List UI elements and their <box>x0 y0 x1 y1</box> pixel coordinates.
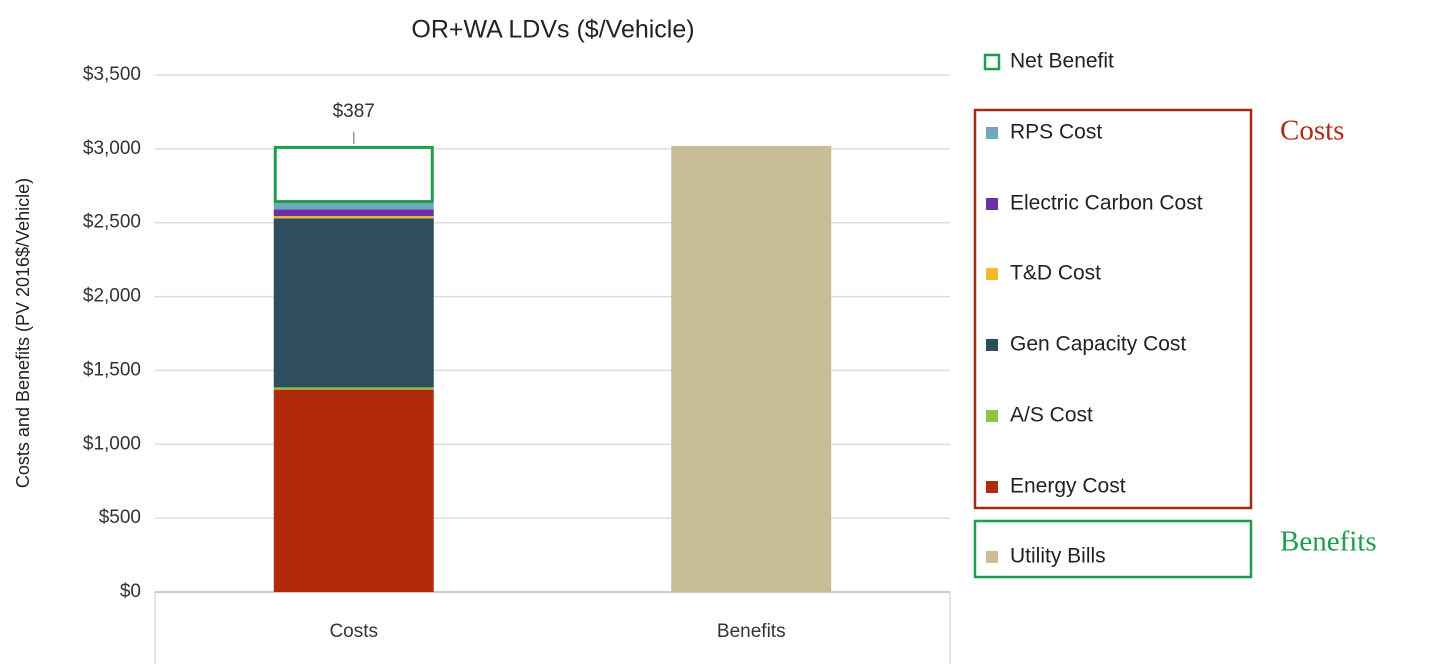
y-tick-label: $3,500 <box>83 64 141 85</box>
legend-label: Net Benefit <box>1010 50 1114 73</box>
bar-segment <box>273 203 434 210</box>
y-tick-label: $1,500 <box>83 359 141 380</box>
bar-segment <box>273 218 434 388</box>
data-label: $387 <box>333 101 375 122</box>
y-tick-label: $3,000 <box>83 138 141 159</box>
chart-title: OR+WA LDVs ($/Vehicle) <box>411 16 694 44</box>
legend-swatch <box>986 551 998 563</box>
legend-label: A/S Cost <box>1010 404 1093 427</box>
legend-swatch <box>986 198 998 210</box>
y-tick-label: $2,000 <box>83 286 141 307</box>
group-label: Costs <box>1280 115 1344 147</box>
legend-label: Electric Carbon Cost <box>1010 192 1203 215</box>
y-tick-label: $500 <box>99 507 141 528</box>
legend-label: RPS Cost <box>1010 121 1102 144</box>
legend-label: T&D Cost <box>1010 262 1101 285</box>
y-tick-label: $0 <box>120 581 141 602</box>
x-tick-label: Benefits <box>717 621 786 642</box>
benefits-group-box <box>973 519 1253 579</box>
legend-swatch <box>986 268 998 280</box>
legend-swatch <box>986 481 998 493</box>
x-tick-label: Costs <box>329 621 378 642</box>
legend-swatch <box>986 127 998 139</box>
legend-swatch <box>986 410 998 422</box>
y-tick-label: $1,000 <box>83 433 141 454</box>
legend-label: Utility Bills <box>1010 545 1106 568</box>
legend-label: Gen Capacity Cost <box>1010 333 1186 356</box>
bar-segment <box>273 145 434 204</box>
costs-group-box <box>973 108 1253 510</box>
bar-segment <box>273 209 434 217</box>
legend-label: Energy Cost <box>1010 475 1126 498</box>
y-tick-label: $2,500 <box>83 212 141 233</box>
bar-segment <box>273 387 434 390</box>
bar-segment <box>273 389 434 592</box>
legend-swatch <box>986 339 998 351</box>
y-axis-label: Costs and Benefits (PV 2016$/Vehicle) <box>13 178 33 488</box>
group-label: Benefits <box>1280 526 1377 558</box>
legend-swatch <box>983 53 1001 71</box>
bar-segment <box>671 145 832 592</box>
bar-segment <box>273 216 434 219</box>
